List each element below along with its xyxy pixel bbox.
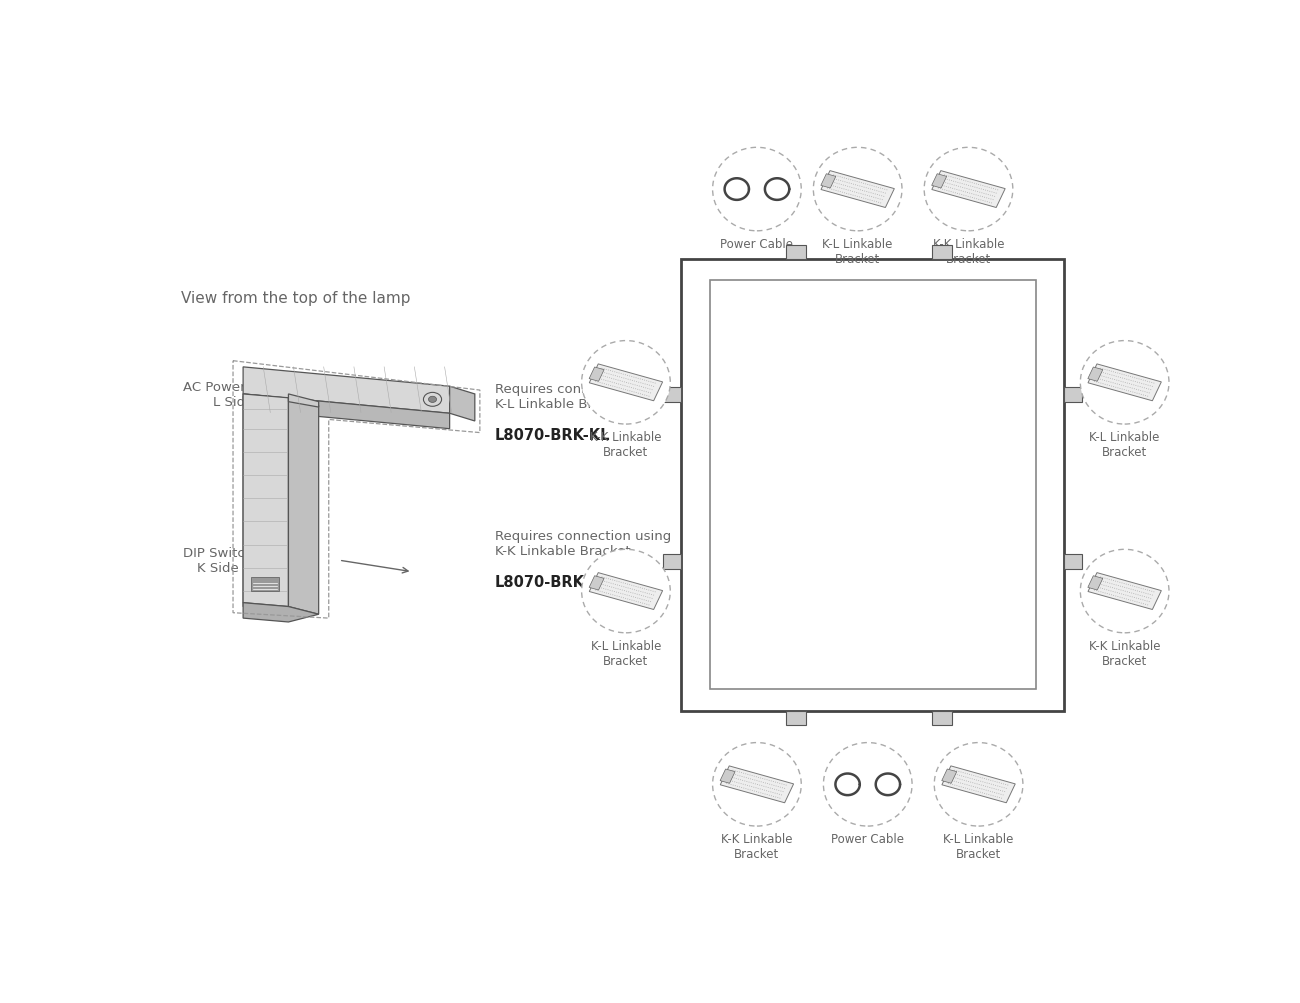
Ellipse shape	[1080, 550, 1169, 633]
Polygon shape	[243, 367, 450, 414]
Bar	[589, 364, 663, 401]
Ellipse shape	[935, 743, 1023, 826]
Text: Requires connection using
K-K Linkable Bracket: Requires connection using K-K Linkable B…	[495, 530, 671, 558]
Polygon shape	[289, 398, 318, 615]
Text: AC Power Input
L Side: AC Power Input L Side	[182, 380, 283, 408]
Text: K-L Linkable
Bracket: K-L Linkable Bracket	[944, 832, 1014, 861]
Ellipse shape	[581, 550, 671, 633]
Text: K-L Linkable
Bracket: K-L Linkable Bracket	[1089, 431, 1160, 458]
Ellipse shape	[924, 148, 1013, 232]
Bar	[1065, 387, 1083, 402]
Bar	[589, 368, 604, 382]
Bar	[822, 172, 894, 209]
Text: K-K Linkable
Bracket: K-K Linkable Bracket	[1089, 639, 1161, 667]
Bar	[589, 573, 663, 610]
Bar	[663, 555, 681, 570]
Text: K-L Linkable
Bracket: K-L Linkable Bracket	[823, 238, 893, 266]
Text: Power Cable: Power Cable	[831, 832, 905, 846]
Bar	[1088, 576, 1102, 591]
Bar	[1065, 555, 1083, 570]
Text: K-L Linkable
Bracket: K-L Linkable Bracket	[590, 639, 662, 667]
Bar	[251, 578, 280, 592]
Bar	[1088, 368, 1102, 382]
Bar	[932, 172, 1005, 209]
Text: K-K Linkable
Bracket: K-K Linkable Bracket	[590, 431, 662, 458]
Bar	[786, 246, 806, 260]
Ellipse shape	[712, 148, 801, 232]
Text: View from the top of the lamp: View from the top of the lamp	[181, 291, 410, 306]
Polygon shape	[450, 387, 474, 421]
Ellipse shape	[581, 341, 671, 424]
Polygon shape	[243, 394, 289, 607]
Text: K-K Linkable
Bracket: K-K Linkable Bracket	[933, 238, 1004, 266]
Bar	[932, 711, 952, 725]
Text: DIP Switch
K Side: DIP Switch K Side	[182, 547, 254, 575]
Bar	[720, 769, 734, 783]
Polygon shape	[289, 394, 318, 407]
Ellipse shape	[1080, 341, 1169, 424]
Circle shape	[429, 397, 437, 403]
Text: K-K Linkable
Bracket: K-K Linkable Bracket	[722, 832, 793, 861]
Polygon shape	[243, 603, 318, 622]
Bar	[941, 769, 957, 783]
Ellipse shape	[823, 743, 913, 826]
Bar	[820, 175, 836, 189]
Text: Power Cable: Power Cable	[720, 238, 793, 251]
Bar	[720, 766, 793, 803]
Bar	[1088, 573, 1161, 610]
Bar	[942, 766, 1015, 803]
Bar	[663, 387, 681, 402]
Bar	[710, 281, 1036, 689]
Text: L8070-BRK-KL: L8070-BRK-KL	[495, 427, 611, 442]
Polygon shape	[243, 394, 450, 429]
Bar	[932, 175, 946, 189]
Polygon shape	[243, 410, 289, 611]
Bar	[1088, 364, 1161, 401]
Text: Requires connection using
K-L Linkable Bracket: Requires connection using K-L Linkable B…	[495, 383, 671, 411]
Text: L8070-BRK-KK: L8070-BRK-KK	[495, 575, 612, 590]
Bar	[589, 576, 604, 591]
Ellipse shape	[712, 743, 801, 826]
Ellipse shape	[814, 148, 902, 232]
Bar	[681, 260, 1065, 711]
Bar	[932, 246, 952, 260]
Bar	[786, 711, 806, 725]
